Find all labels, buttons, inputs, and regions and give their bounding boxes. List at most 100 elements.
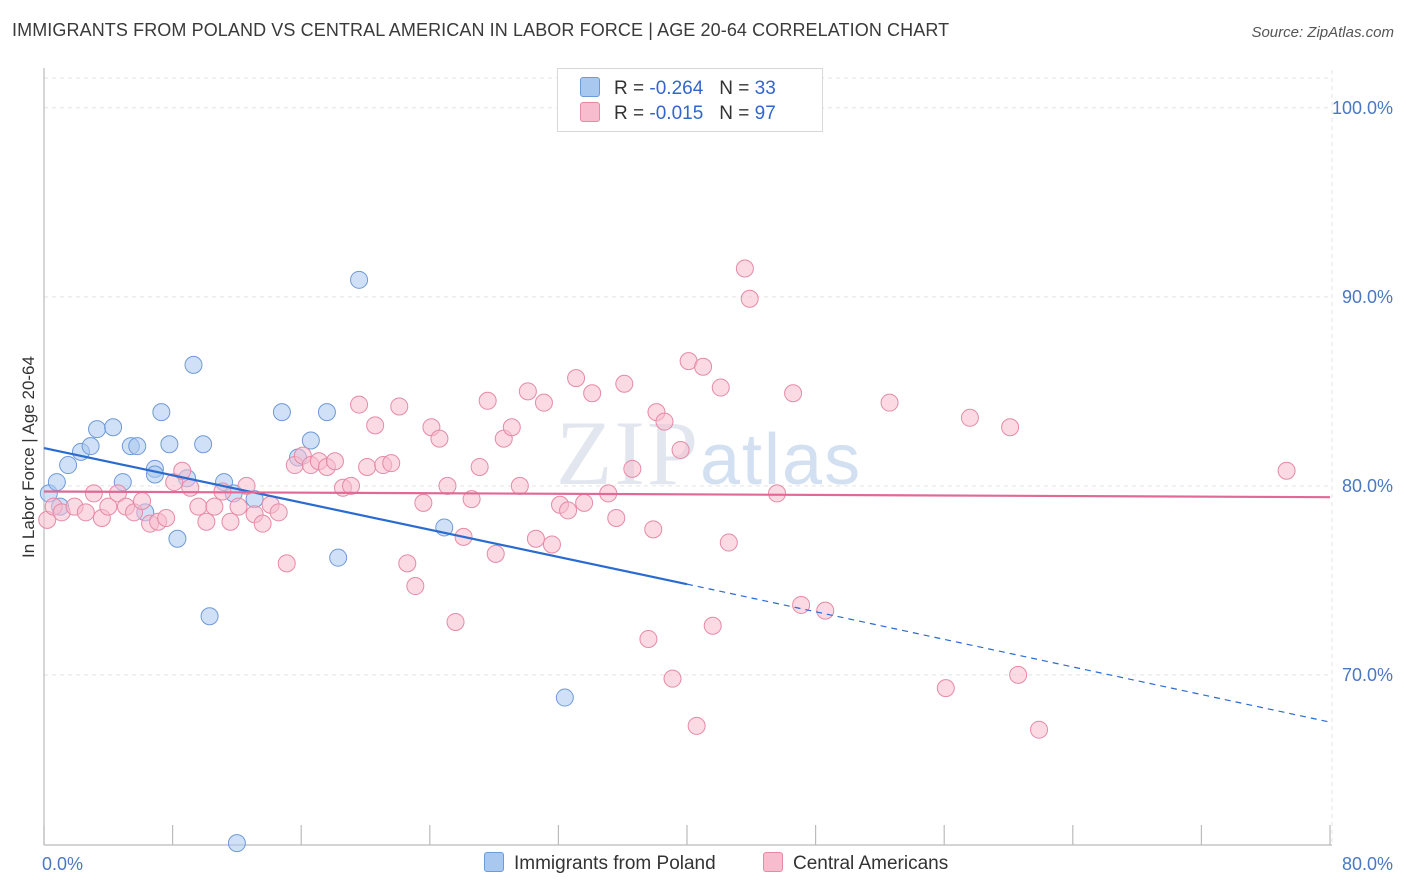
series-legend-label-central-americans: Central Americans — [793, 853, 949, 874]
legend-r-value: -0.015 — [649, 103, 704, 124]
series-legend-swatch-poland — [484, 852, 504, 872]
series-legend-label-poland: Immigrants from Poland — [514, 853, 716, 874]
data-point — [534, 393, 553, 412]
data-point — [329, 548, 348, 567]
chart-title: IMMIGRANTS FROM POLAND VS CENTRAL AMERIC… — [12, 20, 950, 40]
data-point — [510, 476, 529, 495]
data-point — [221, 512, 240, 531]
data-point — [430, 429, 449, 448]
legend-r-value: -0.264 — [649, 78, 704, 99]
data-point — [227, 834, 246, 853]
data-point — [152, 403, 171, 422]
series-legend-item-poland: Immigrants from Poland — [484, 852, 716, 875]
series-central-americans — [38, 259, 1296, 739]
data-point — [325, 452, 344, 471]
legend-row-poland: R = -0.264 N = 33 — [580, 77, 776, 101]
data-point — [719, 533, 738, 552]
data-point — [181, 478, 200, 497]
x-tick-label: 0.0% — [42, 854, 83, 874]
data-point — [1001, 418, 1020, 437]
data-point — [200, 607, 219, 626]
data-point — [694, 357, 713, 376]
data-point — [555, 688, 574, 707]
data-point — [84, 484, 103, 503]
data-point — [108, 484, 127, 503]
data-point — [277, 554, 296, 573]
data-point — [350, 395, 369, 414]
trend-line-poland-extension — [686, 583, 1331, 723]
data-point — [671, 440, 690, 459]
data-point — [157, 508, 176, 527]
data-point — [644, 520, 663, 539]
data-point — [197, 512, 216, 531]
y-tick-label: 80.0% — [1342, 476, 1393, 496]
data-point — [184, 355, 203, 374]
data-point — [76, 503, 95, 522]
series-legend: Immigrants from Poland Central Americans — [0, 852, 1406, 878]
data-point — [406, 577, 425, 596]
data-point — [160, 435, 179, 454]
series-legend-item-central-americans: Central Americans — [763, 852, 948, 875]
data-point — [735, 259, 754, 278]
data-point — [272, 403, 291, 422]
trend-line-central-americans — [43, 490, 1331, 499]
data-point — [575, 493, 594, 512]
data-point — [398, 554, 417, 573]
data-point — [88, 420, 107, 439]
data-point — [59, 456, 78, 475]
data-point — [390, 397, 409, 416]
legend-r-label: R = — [614, 78, 645, 99]
legend-swatch-central-americans — [580, 102, 600, 122]
data-point — [382, 454, 401, 473]
data-point — [623, 459, 642, 478]
data-point — [816, 601, 835, 620]
x-tick-label: 80.0% — [1342, 854, 1393, 874]
data-point — [936, 679, 955, 698]
legend-n-value: 97 — [754, 103, 776, 124]
data-point — [615, 374, 634, 393]
data-point — [173, 461, 192, 480]
data-point — [1009, 665, 1028, 684]
legend-swatch-poland — [580, 77, 600, 97]
data-point — [740, 289, 759, 308]
trend-line-poland — [43, 446, 688, 586]
data-point — [350, 270, 369, 289]
data-point — [446, 612, 465, 631]
data-point — [168, 529, 187, 548]
data-point — [462, 490, 481, 509]
legend-r-label: R = — [614, 103, 645, 124]
data-point — [47, 473, 66, 492]
legend-n-label: N = — [719, 103, 750, 124]
data-point — [607, 508, 626, 527]
watermark: ZIPatlas — [556, 400, 862, 506]
legend-n-value: 33 — [754, 78, 776, 99]
data-point — [301, 431, 320, 450]
data-point — [269, 503, 288, 522]
data-point — [1030, 720, 1049, 739]
data-point — [133, 491, 152, 510]
data-point — [792, 595, 811, 614]
data-point — [81, 437, 100, 456]
data-point — [438, 476, 457, 495]
data-point — [189, 497, 208, 516]
data-point — [229, 497, 248, 516]
data-point — [104, 418, 123, 437]
data-point — [205, 497, 224, 516]
data-point — [711, 378, 730, 397]
data-point — [768, 484, 787, 503]
data-point — [567, 369, 586, 388]
source-label: Source: ZipAtlas.com — [1251, 24, 1394, 41]
data-point — [960, 408, 979, 427]
data-point — [880, 393, 899, 412]
data-point — [703, 616, 722, 635]
data-point — [99, 497, 118, 516]
data-point — [128, 437, 147, 456]
data-point — [639, 629, 658, 648]
correlation-legend: R = -0.264 N = 33 R = -0.015 N = 97 — [557, 68, 823, 132]
data-point — [655, 412, 674, 431]
data-point — [414, 493, 433, 512]
legend-n-label: N = — [719, 78, 750, 99]
data-point — [518, 382, 537, 401]
y-axis-title: In Labor Force | Age 20-64 — [19, 356, 38, 558]
